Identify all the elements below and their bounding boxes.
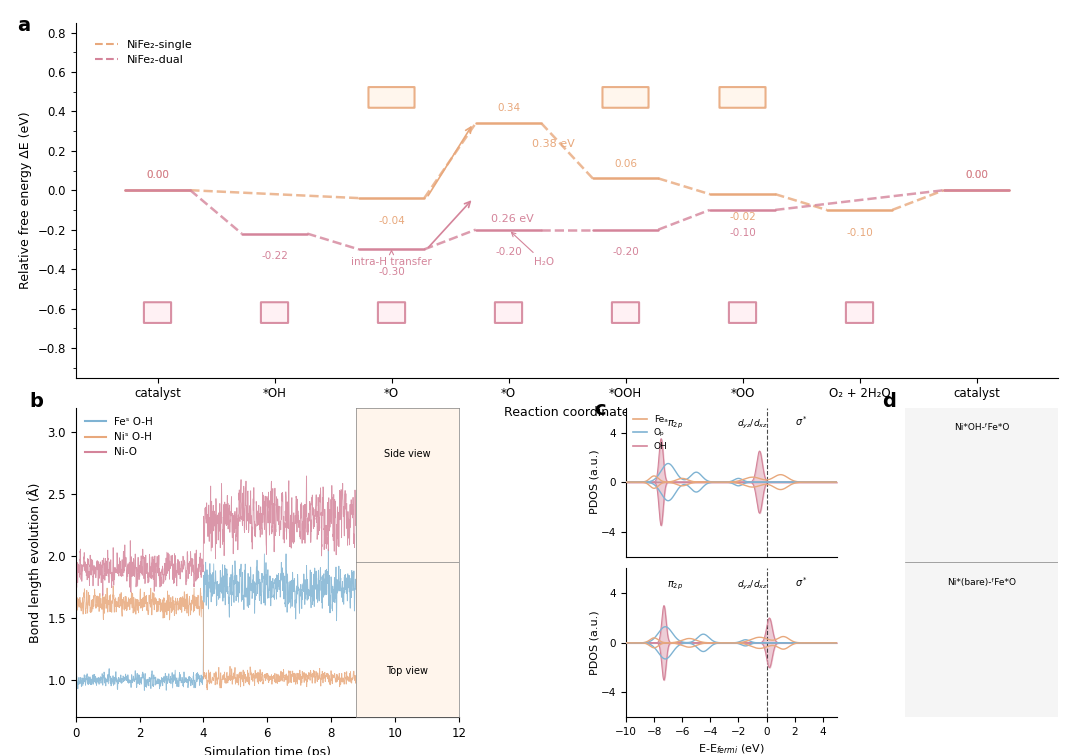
- Text: b: b: [29, 393, 43, 411]
- Ni-O: [111, 569, 124, 578]
- Text: Ni*(bare)-ᶠFe*O: Ni*(bare)-ᶠFe*O: [947, 578, 1016, 587]
- Ni*O-H: [243, 667, 256, 676]
- Ni-O: [99, 554, 112, 563]
- Ni-O: [80, 560, 93, 569]
- Text: -0.10: -0.10: [846, 228, 873, 238]
- Ni-O: [243, 501, 256, 510]
- Text: mol   
  img: mol img: [496, 303, 522, 322]
- Ni*O-H: [394, 673, 407, 683]
- Text: 0.34: 0.34: [497, 103, 521, 113]
- Line: Fe*O-H: Fe*O-H: [76, 549, 459, 690]
- Ni-O: [69, 580, 82, 589]
- Text: $\pi_{2p}$: $\pi_{2p}$: [667, 579, 684, 592]
- Text: mol   
  img: mol img: [729, 303, 756, 322]
- Fe*O-H: [80, 671, 93, 680]
- Text: -0.10: -0.10: [729, 228, 756, 238]
- Text: a: a: [16, 16, 30, 35]
- Fe*O-H: [111, 685, 124, 694]
- Text: mol   
  img: mol img: [847, 303, 873, 322]
- Ni-O: [394, 541, 407, 550]
- Ni-O: [96, 591, 109, 600]
- Text: -0.22: -0.22: [261, 251, 288, 261]
- Ni*O-H: [80, 604, 93, 613]
- X-axis label: E-E$_{fermi}$ (eV): E-E$_{fermi}$ (eV): [698, 742, 765, 755]
- Text: H₂O: H₂O: [512, 233, 554, 267]
- Text: mol   
  img: mol img: [145, 303, 171, 322]
- Fe*O-H: [69, 673, 82, 683]
- Text: 0.00: 0.00: [966, 171, 988, 180]
- Ni*O-H: [98, 592, 111, 601]
- Text: 0.00: 0.00: [146, 171, 168, 180]
- Line: Ni-O: Ni-O: [76, 464, 459, 596]
- Ni-O: [453, 508, 465, 517]
- Fe*O-H: [453, 586, 465, 595]
- Text: molecule   
   image: molecule image: [603, 88, 648, 107]
- Text: c: c: [594, 400, 606, 419]
- Text: mol   
  img: mol img: [261, 303, 287, 322]
- Text: mol   
  img: mol img: [378, 303, 405, 322]
- Ni*O-H: [453, 673, 465, 683]
- Fe*O-H: [394, 585, 407, 594]
- Fe*O-H: [122, 676, 135, 686]
- Text: -0.02: -0.02: [729, 212, 756, 222]
- Legend: Feˢ O-H, Niˢ O-H, Ni-O: Feˢ O-H, Niˢ O-H, Ni-O: [81, 413, 157, 461]
- Text: intra-H transfer: intra-H transfer: [351, 251, 432, 267]
- Line: Ni*O-H: Ni*O-H: [76, 586, 459, 690]
- Text: molecule   
   image: molecule image: [719, 88, 766, 107]
- Text: 0.38 eV: 0.38 eV: [532, 139, 575, 149]
- Fe*O-H: [98, 673, 111, 683]
- Ni*O-H: [201, 686, 214, 695]
- Fe*O-H: [243, 596, 256, 605]
- Text: molecule   
   image: molecule image: [368, 88, 415, 107]
- Ni-O: [380, 459, 393, 468]
- Text: d: d: [882, 393, 896, 411]
- Text: $\sigma^*$: $\sigma^*$: [795, 575, 808, 589]
- Text: -0.04: -0.04: [378, 216, 405, 226]
- Ni*O-H: [69, 596, 82, 605]
- Text: $d_{yz}/d_{xz}$: $d_{yz}/d_{xz}$: [737, 418, 768, 431]
- Ni-O: [122, 569, 135, 578]
- Ni*O-H: [111, 602, 124, 611]
- Legend: NiFe₂-single, NiFe₂-dual: NiFe₂-single, NiFe₂-dual: [91, 35, 197, 69]
- X-axis label: Reaction coordinate: Reaction coordinate: [504, 405, 630, 419]
- Legend: Feₐ, Oₚ, OH: Feₐ, Oₚ, OH: [631, 412, 671, 454]
- Text: $d_{yz}/d_{xz}$: $d_{yz}/d_{xz}$: [737, 578, 768, 591]
- Fe*O-H: [138, 686, 151, 695]
- X-axis label: Simulation time (ps): Simulation time (ps): [204, 745, 330, 755]
- Y-axis label: PDOS (a.u.): PDOS (a.u.): [590, 450, 599, 514]
- Text: Ni*OH-ᶠFe*O: Ni*OH-ᶠFe*O: [954, 423, 1010, 432]
- Text: -0.20: -0.20: [612, 248, 639, 257]
- Y-axis label: Bond length evolution (Å): Bond length evolution (Å): [27, 482, 42, 643]
- Text: 0.06: 0.06: [615, 159, 637, 168]
- Text: -0.20: -0.20: [495, 248, 522, 257]
- Y-axis label: PDOS (a.u.): PDOS (a.u.): [590, 611, 599, 675]
- Text: 0.26 eV: 0.26 eV: [491, 214, 534, 223]
- Text: 0.00: 0.00: [966, 171, 988, 180]
- Text: -0.30: -0.30: [378, 267, 405, 277]
- Y-axis label: Relative free energy ΔE (eV): Relative free energy ΔE (eV): [18, 111, 31, 289]
- Text: mol   
  img: mol img: [612, 303, 638, 322]
- Text: $\pi_{2p}$: $\pi_{2p}$: [667, 419, 684, 431]
- Ni*O-H: [122, 593, 135, 602]
- Fe*O-H: [322, 544, 335, 553]
- Text: 0.00: 0.00: [146, 171, 168, 180]
- Ni*O-H: [107, 581, 120, 590]
- Text: $\sigma^*$: $\sigma^*$: [795, 414, 808, 428]
